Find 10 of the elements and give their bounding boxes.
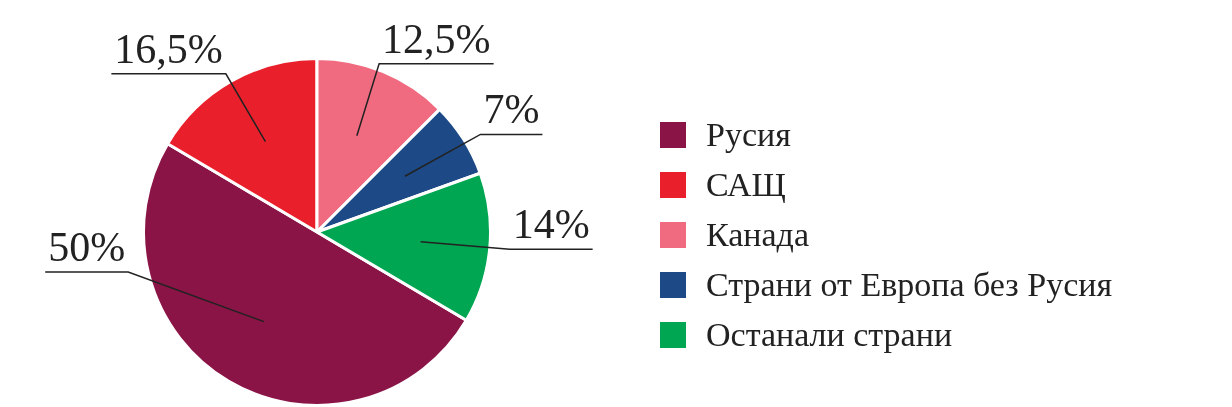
legend-label: Страни от Европа без Русия: [706, 266, 1113, 304]
legend-label: Канада: [706, 216, 809, 254]
data-label: 14%: [512, 201, 590, 248]
legend-label: Останали страни: [706, 316, 953, 354]
data-label: 16,5%: [114, 25, 223, 72]
legend-label: Русия: [706, 116, 791, 154]
data-label: 7%: [483, 86, 540, 133]
data-label: 50%: [48, 224, 126, 271]
legend-label: САЩ: [706, 166, 786, 204]
data-label: 12,5%: [382, 15, 491, 62]
